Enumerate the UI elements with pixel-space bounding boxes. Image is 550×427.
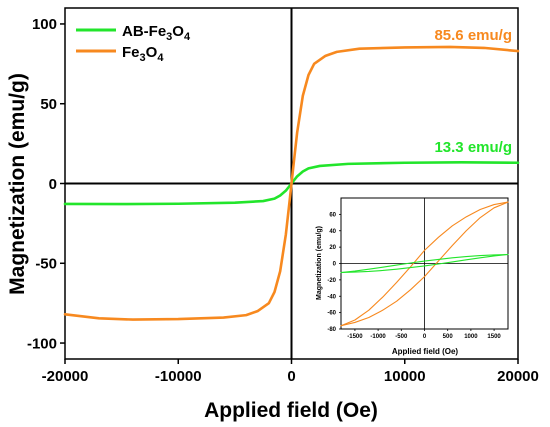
inset-x-ticks: -1500 -1000 -500 0 500 1000 1500	[347, 329, 501, 340]
legend: AB-Fe3O4 Fe3O4	[76, 23, 191, 64]
inset-y-tick-label: -40	[327, 294, 336, 300]
inset-x-tick-label: -500	[395, 334, 408, 340]
main-y-axis-title: Magnetization (emu/g)	[6, 73, 29, 295]
main-x-tick-label: 0	[287, 368, 295, 385]
inset-y-tick-label: 20	[329, 245, 336, 251]
inset-x-tick-label: 1000	[464, 334, 478, 340]
inset-series-line-ab-fe3o4-descending	[340, 253, 509, 274]
inset-y-axis-title: Magnetization (emu/g)	[316, 226, 323, 300]
inset-series	[340, 201, 509, 327]
main-x-tick-label: 10000	[384, 368, 426, 385]
inset-series-line-fe3o4-descending	[340, 201, 509, 327]
main-series	[63, 45, 520, 321]
inset-series-line-ab-fe3o4-ascending	[340, 253, 509, 274]
inset-y-ticks: -80 -60 -40 -20 0 20 40 60	[327, 212, 341, 333]
main-x-tick-label: -10000	[155, 368, 202, 385]
inset-x-axis-title: Applied field (Oe)	[392, 347, 459, 356]
inset-y-tick-label: 60	[329, 212, 336, 218]
legend-label-ab-fe3o4: AB-Fe3O4	[122, 23, 191, 43]
inset-x-tick-label: 500	[443, 334, 454, 340]
saturation-annotation-fe3o4: 85.6 emu/g	[434, 27, 512, 44]
main-y-tick-label: -50	[35, 256, 57, 273]
main-x-tick-label: -20000	[42, 368, 89, 385]
legend-label-fe3o4: Fe3O4	[122, 44, 164, 64]
inset-zero-lines	[341, 198, 508, 329]
inset-y-tick-label: -60	[327, 311, 336, 317]
inset-x-tick-label: 0	[423, 334, 427, 340]
inset-y-tick-label: 40	[329, 229, 336, 235]
inset-y-tick-label: -20	[327, 278, 336, 284]
main-x-tick-label: 20000	[497, 368, 539, 385]
main-y-tick-label: 0	[49, 176, 57, 193]
main-y-ticks: -100 -50 0 50 100	[27, 16, 65, 352]
saturation-annotation-ab-fe3o4: 13.3 emu/g	[434, 139, 512, 156]
inset-y-tick-label: -80	[327, 327, 336, 333]
main-x-ticks: -20000 -10000 0 10000 20000	[42, 359, 539, 385]
main-y-tick-label: 50	[40, 96, 57, 113]
inset-x-tick-label: 1500	[487, 334, 501, 340]
inset-x-tick-label: -1500	[347, 334, 363, 340]
main-y-tick-label: -100	[27, 335, 57, 352]
main-x-axis-title: Applied field (Oe)	[204, 399, 378, 422]
main-y-tick-label: 100	[32, 16, 57, 33]
inset-series-line-fe3o4-ascending	[340, 201, 509, 327]
inset-x-tick-label: -1000	[370, 334, 386, 340]
inset-plot: -1500 -1000 -500 0 500 1000 1500 -80 -60 -40 -20 0…	[316, 195, 511, 356]
main-series-line-fe3o4	[63, 45, 520, 321]
inset-y-tick-label: 0	[333, 262, 337, 268]
